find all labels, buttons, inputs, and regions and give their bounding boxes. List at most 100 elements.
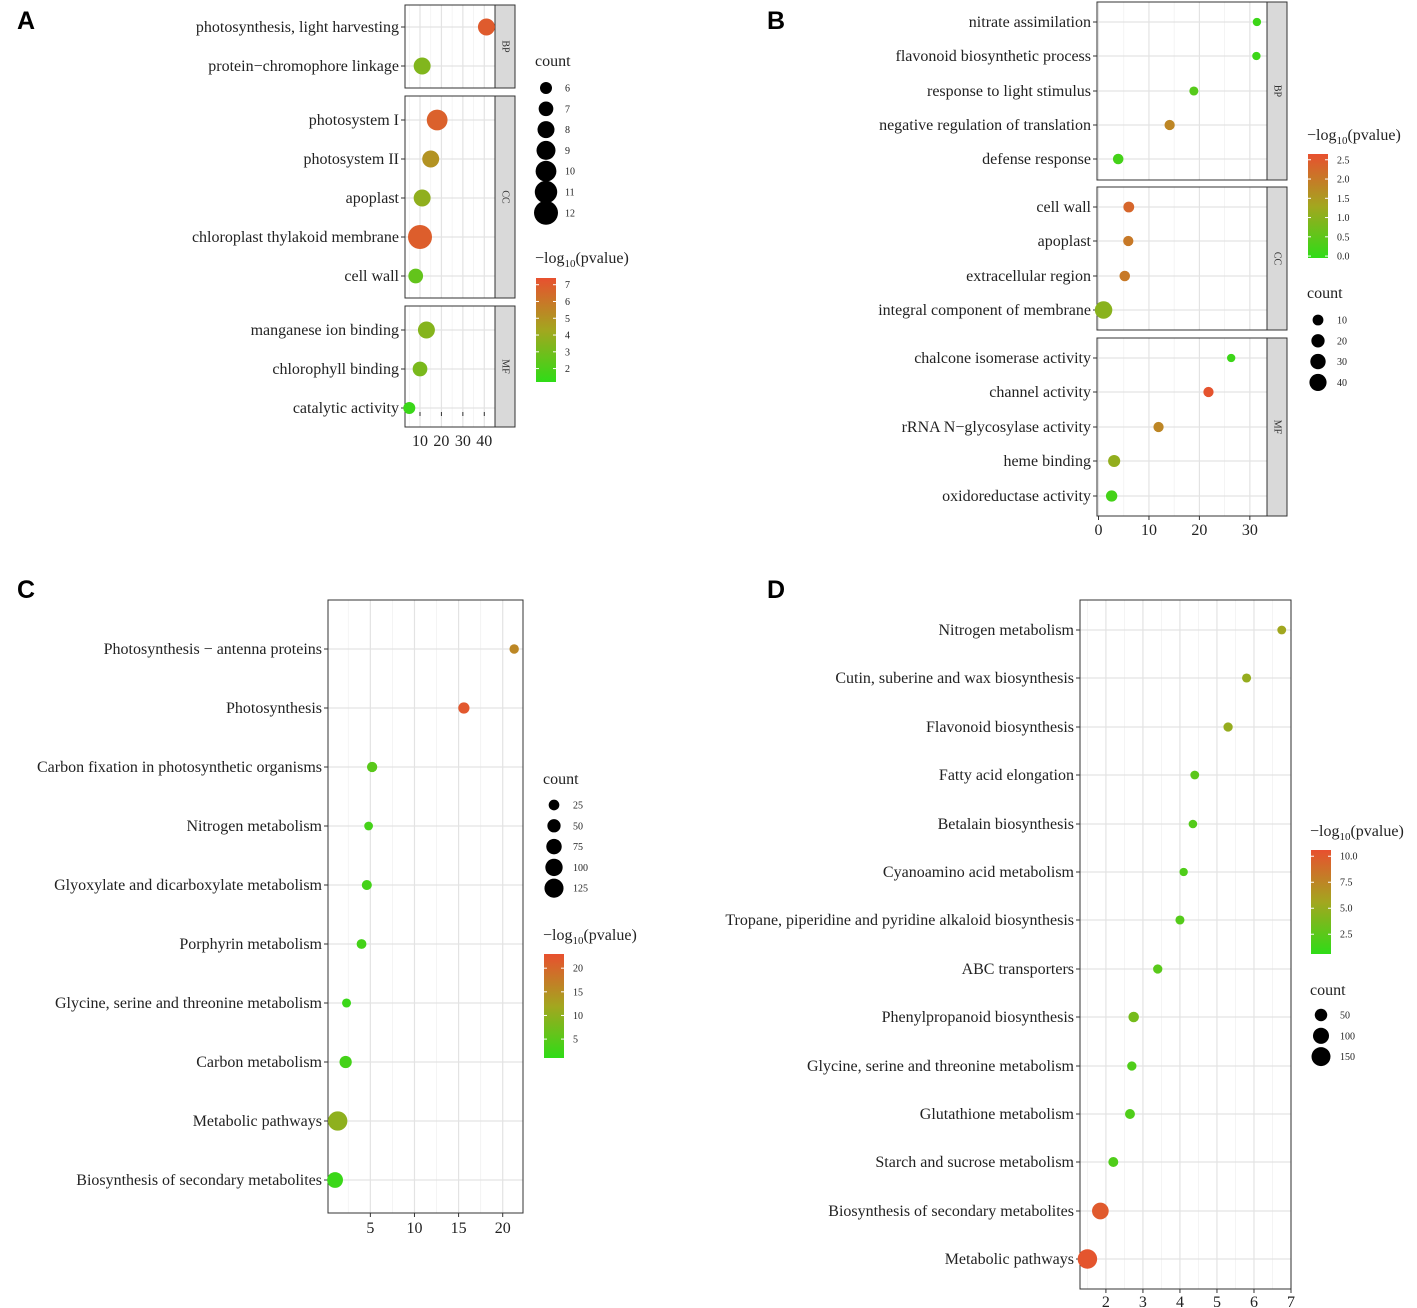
size-legend-key xyxy=(534,200,558,225)
data-point xyxy=(509,644,519,654)
category-label: Betalain biosynthesis xyxy=(938,816,1074,833)
plot-background xyxy=(1097,187,1267,330)
category-label: photosystem II xyxy=(303,151,399,168)
facet-strip-label: BP xyxy=(1272,85,1283,98)
data-point xyxy=(1128,1011,1139,1023)
data-point xyxy=(1242,673,1252,683)
facet-strip xyxy=(494,4,516,89)
color-legend-label: 5 xyxy=(573,1035,578,1046)
size-legend-title: count xyxy=(1310,982,1346,999)
category-label: nitrate assimilation xyxy=(969,14,1091,31)
data-point xyxy=(364,821,373,831)
size-legend-title: count xyxy=(1307,285,1343,302)
category-label: chlorophyll binding xyxy=(272,361,399,378)
color-legend-label: 5 xyxy=(565,314,570,325)
category-label: Cutin, suberine and wax biosynthesis xyxy=(835,670,1074,687)
size-legend-label: 75 xyxy=(573,842,583,853)
color-legend-label: 7.5 xyxy=(1340,878,1353,889)
data-point xyxy=(458,702,470,714)
x-tick-label: 10 xyxy=(412,433,428,450)
color-legend-label: 2.0 xyxy=(1337,175,1350,186)
size-legend-label: 25 xyxy=(573,801,583,812)
color-legend-title-suffix: (pvalue) xyxy=(575,250,628,267)
category-label: Biosynthesis of secondary metabolites xyxy=(828,1203,1074,1220)
facet-strip-label: CC xyxy=(500,190,511,204)
size-legend-key xyxy=(547,819,561,833)
color-legend-label: 5.0 xyxy=(1340,904,1353,915)
data-point xyxy=(1252,17,1262,27)
facet-cc: CC cell wall apoplast extracellular region i… xyxy=(878,186,1288,331)
color-legend-label: 7 xyxy=(565,280,570,291)
facet-strip xyxy=(1266,337,1288,517)
size-legend-key xyxy=(548,799,560,811)
x-tick-label: 7 xyxy=(1287,1294,1295,1308)
category-label: Biosynthesis of secondary metabolites xyxy=(76,1172,322,1189)
size-legend-title: count xyxy=(543,771,579,788)
data-point xyxy=(1108,1157,1119,1167)
data-point xyxy=(1112,153,1124,165)
facet-mf: MF chalcone isomerase activity channel act… xyxy=(902,337,1288,517)
data-point xyxy=(422,150,440,168)
category-label: chloroplast thylakoid membrane xyxy=(192,229,399,246)
panel-letter: D xyxy=(767,576,785,604)
category-label: oxidoreductase activity xyxy=(942,488,1091,505)
color-legend-label: 6 xyxy=(565,297,570,308)
x-tick-label: 6 xyxy=(1250,1294,1258,1308)
size-legend-key xyxy=(538,101,554,117)
category-label: Carbon fixation in photosynthetic organi… xyxy=(37,759,322,776)
x-tick-label: 3 xyxy=(1139,1294,1147,1308)
data-point xyxy=(1188,819,1198,829)
color-legend-title: −log10(pvalue) xyxy=(1310,823,1404,843)
size-legend-key xyxy=(540,82,552,94)
data-point xyxy=(1190,770,1200,780)
size-legend-label: 50 xyxy=(1340,1011,1350,1022)
data-point xyxy=(403,402,416,414)
data-point xyxy=(412,361,428,377)
facet-strip-label: MF xyxy=(500,359,511,374)
size-legend-label: 8 xyxy=(565,125,570,136)
plot-background xyxy=(405,5,495,88)
category-label: defense response xyxy=(982,151,1091,168)
size-legend-label: 100 xyxy=(573,863,588,874)
category-label: cell wall xyxy=(1036,199,1091,216)
size-legend-label: 6 xyxy=(565,84,570,95)
data-point xyxy=(1179,867,1188,877)
x-tick-label: 5 xyxy=(1213,1294,1221,1308)
size-legend-key xyxy=(1311,1047,1331,1067)
category-label: Glutathione metabolism xyxy=(920,1106,1075,1123)
size-legend-key xyxy=(1310,353,1326,370)
data-point xyxy=(413,57,431,75)
category-label: Glycine, serine and threonine metabolism xyxy=(807,1058,1075,1075)
data-point xyxy=(1277,625,1287,635)
size-legend-label: 10 xyxy=(1337,316,1347,327)
facet-strip-label: CC xyxy=(1272,252,1283,266)
size-legend-label: 150 xyxy=(1340,1052,1355,1063)
category-label: Fatty acid elongation xyxy=(939,767,1074,784)
facet-strip-label: BP xyxy=(500,40,511,53)
category-label: heme binding xyxy=(1003,453,1091,470)
color-legend-label: 3 xyxy=(565,347,570,358)
category-label: channel activity xyxy=(989,384,1091,401)
data-point xyxy=(1203,386,1214,398)
facet-strip xyxy=(1266,1,1288,181)
data-point xyxy=(426,109,448,131)
size-legend-label: 50 xyxy=(573,821,583,832)
data-point xyxy=(342,998,352,1008)
category-label: rRNA N−glycosylase activity xyxy=(902,419,1091,436)
panel-letter: A xyxy=(17,7,35,35)
category-label: Carbon metabolism xyxy=(196,1054,322,1071)
size-legend-key xyxy=(546,838,562,855)
color-legend-title: −log10(pvalue) xyxy=(1307,127,1401,147)
color-legend-label: 2 xyxy=(565,364,570,375)
category-label: Porphyrin metabolism xyxy=(179,936,322,953)
category-label: Metabolic pathways xyxy=(193,1113,322,1130)
data-point xyxy=(1153,421,1164,433)
color-legend-title-prefix: −log xyxy=(535,250,564,267)
panel-a: A BP photosynthesis, light harvesting prote… xyxy=(17,4,629,450)
size-legend-label: 10 xyxy=(565,167,575,178)
size-legend-key xyxy=(1309,373,1327,391)
category-label: Nitrogen metabolism xyxy=(938,622,1074,639)
size-legend-key xyxy=(1311,334,1325,348)
x-tick-label: 30 xyxy=(455,433,471,450)
